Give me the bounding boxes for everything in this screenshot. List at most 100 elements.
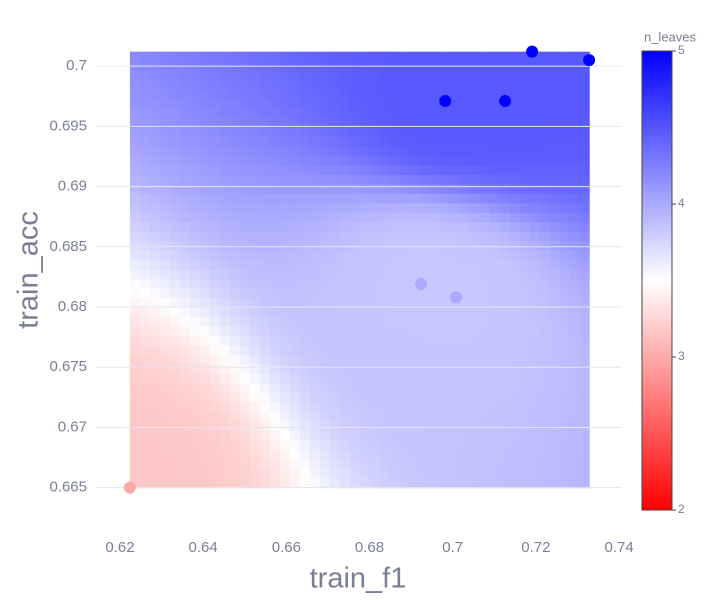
surface-cell	[269, 326, 281, 337]
surface-cell	[189, 146, 201, 157]
surface-cell	[499, 345, 510, 356]
surface-cell	[349, 345, 361, 356]
surface-cell	[449, 89, 460, 100]
surface-cell	[279, 108, 291, 119]
surface-cell	[249, 89, 261, 100]
surface-cell	[219, 203, 231, 214]
surface-cell	[289, 402, 301, 413]
surface-cell	[409, 430, 421, 441]
surface-cell	[429, 212, 441, 223]
surface-cell	[359, 51, 371, 62]
surface-cell	[519, 127, 530, 138]
surface-cell	[459, 184, 470, 195]
surface-cell	[259, 317, 271, 328]
surface-cell	[519, 222, 530, 233]
surface-cell	[529, 411, 540, 422]
surface-cell	[389, 241, 401, 252]
surface-cell	[259, 127, 271, 138]
surface-cell	[179, 430, 191, 441]
surface-cell	[319, 155, 331, 167]
surface-cell	[339, 279, 351, 290]
surface-cell	[509, 127, 520, 138]
surface-cell	[419, 449, 431, 460]
surface-cell	[339, 241, 351, 252]
surface-cell	[459, 174, 470, 185]
surface-cell	[499, 80, 510, 91]
surface-cell	[379, 222, 391, 233]
x-tick-label: 0.66	[272, 539, 301, 556]
surface-cell	[409, 279, 421, 290]
surface-cell	[179, 468, 191, 479]
surface-cell	[549, 354, 560, 366]
surface-cell	[159, 269, 171, 280]
surface-cell	[429, 392, 441, 403]
surface-cell	[379, 184, 391, 195]
surface-cell	[399, 89, 411, 100]
surface-cell	[549, 459, 560, 470]
surface-cell	[259, 136, 271, 148]
surface-cell	[169, 70, 181, 81]
surface-cell	[469, 184, 480, 195]
surface-cell	[129, 307, 141, 318]
surface-cell	[199, 459, 211, 470]
surface-cell	[449, 411, 460, 422]
surface-cell	[249, 155, 261, 167]
surface-cell	[409, 354, 421, 366]
surface-cell	[139, 402, 151, 413]
surface-cell	[299, 222, 311, 233]
surface-cell	[479, 440, 490, 451]
surface-cell	[159, 118, 171, 129]
surface-cell	[129, 269, 141, 280]
surface-cell	[279, 430, 291, 441]
surface-cell	[389, 155, 401, 167]
surface-cell	[509, 155, 520, 167]
surface-cell	[509, 279, 520, 290]
surface-cell	[279, 373, 291, 385]
surface-cell	[469, 440, 480, 451]
surface-cell	[189, 279, 201, 290]
surface-cell	[289, 373, 301, 385]
surface-cell	[249, 108, 261, 119]
surface-cell	[289, 203, 301, 214]
surface-cell	[199, 421, 211, 432]
surface-cell	[449, 212, 460, 223]
surface-cell	[519, 307, 530, 318]
surface-cell	[489, 231, 500, 242]
surface-cell	[499, 184, 510, 195]
surface-cell	[259, 80, 271, 91]
surface-cell	[399, 449, 411, 460]
surface-cell	[239, 222, 251, 233]
surface-cell	[289, 421, 301, 432]
surface-cell	[359, 108, 371, 119]
surface-cell	[469, 336, 480, 347]
y-tick-label: 0.675	[49, 358, 87, 375]
surface-cell	[569, 383, 580, 394]
surface-cell	[359, 383, 371, 394]
surface-cell	[479, 80, 490, 91]
surface-cell	[229, 364, 241, 375]
surface-cell	[449, 108, 460, 119]
surface-cell	[139, 298, 151, 309]
surface-cell	[189, 478, 201, 489]
surface-cell	[159, 51, 171, 62]
surface-cell	[219, 127, 231, 138]
surface-cell	[129, 336, 141, 347]
surface-cell	[219, 383, 231, 394]
surface-cell	[319, 383, 331, 394]
surface-cell	[139, 354, 151, 366]
surface-cell	[319, 354, 331, 366]
surface-cell	[369, 99, 381, 110]
surface-cell	[339, 184, 351, 195]
surface-cell	[559, 411, 570, 422]
surface-cell	[439, 118, 450, 129]
surface-cell	[579, 155, 590, 167]
surface-cell	[439, 231, 450, 242]
surface-cell	[179, 127, 191, 138]
surface-cell	[209, 89, 221, 100]
surface-cell	[319, 345, 331, 356]
surface-cell	[149, 411, 161, 422]
surface-cell	[429, 421, 441, 432]
surface-cell	[489, 250, 500, 261]
surface-cell	[199, 222, 211, 233]
surface-cell	[579, 250, 590, 261]
